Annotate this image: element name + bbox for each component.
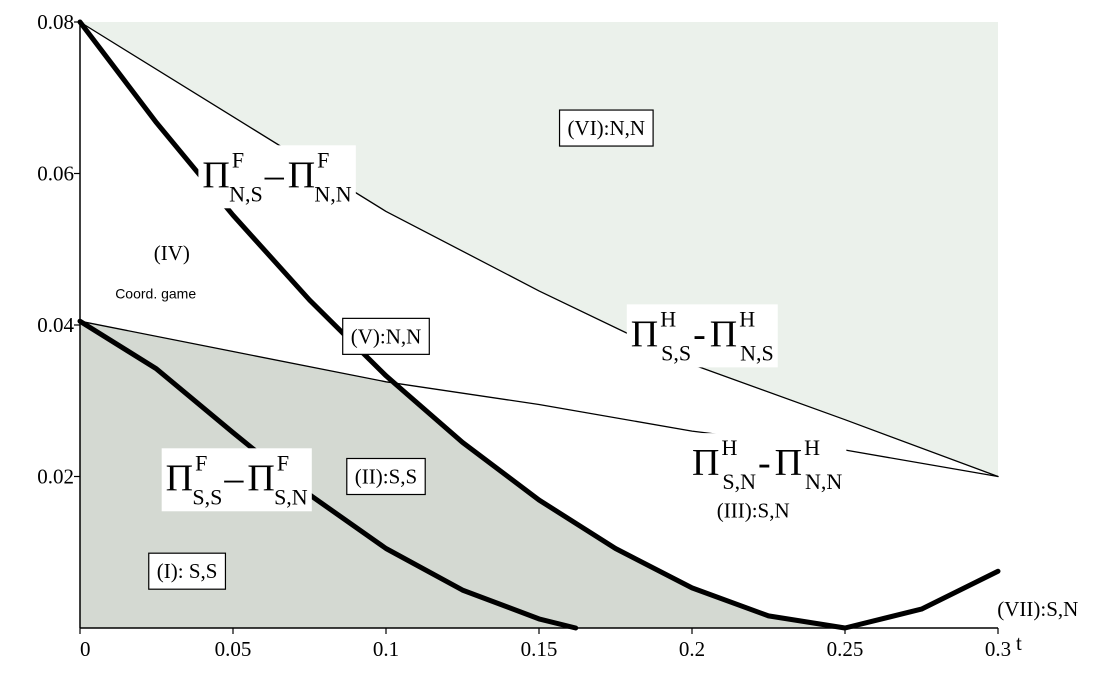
formula-subscript: S,S bbox=[661, 340, 691, 365]
region-label: (IV) bbox=[154, 241, 190, 265]
region-label: (VI):N,N bbox=[558, 109, 654, 147]
region-label-text: (VII):S,N bbox=[997, 597, 1078, 621]
formula-operator: - bbox=[758, 442, 771, 484]
formula-subscript: N,N bbox=[805, 469, 842, 494]
formula-pi: Π bbox=[288, 154, 315, 196]
region-label: (III):S,N bbox=[717, 499, 790, 523]
formula-superscript: H bbox=[721, 435, 737, 460]
formula-superscript: H bbox=[804, 435, 820, 460]
x-tick-label: 0.2 bbox=[679, 637, 705, 661]
region-label-box bbox=[148, 552, 227, 590]
formula-operator: – bbox=[264, 154, 285, 196]
labels: (I): S,S (II):S,S (III):S,N (IV) (V):N,N (VI)… bbox=[115, 109, 1078, 621]
curve-formula: ΠH S,S- ΠH N,S bbox=[631, 306, 774, 365]
region-label-box bbox=[558, 109, 654, 147]
y-tick-label: 0.06 bbox=[37, 162, 74, 186]
x-tick-label: 0.15 bbox=[521, 637, 558, 661]
x-tick-label: 0.3 bbox=[985, 637, 1011, 661]
formula-pi: Π bbox=[631, 313, 658, 355]
curve-formula-label: ΠH S,S- ΠH N,S bbox=[626, 304, 778, 368]
formula-superscript: F bbox=[277, 450, 289, 475]
formula-pi: Π bbox=[710, 313, 737, 355]
region-label-text: (IV) bbox=[154, 241, 190, 265]
region-label-box bbox=[342, 317, 430, 355]
formula-superscript: H bbox=[739, 306, 755, 331]
curve-formula-bg bbox=[626, 304, 778, 368]
x-axis-label: t bbox=[1016, 631, 1022, 655]
formula-superscript: H bbox=[660, 306, 676, 331]
formula-subscript: S,S bbox=[192, 484, 222, 509]
annotation-coord-game: Coord. game bbox=[115, 285, 196, 301]
curve-formula-label: ΠF N,S– ΠF N,N bbox=[198, 145, 356, 209]
region-label-text: (I): S,S bbox=[157, 559, 218, 583]
formula-superscript: F bbox=[232, 147, 244, 172]
formula-pi: Π bbox=[202, 154, 229, 196]
x-tick-label: 0.05 bbox=[215, 637, 252, 661]
region-label: (VII):S,N bbox=[997, 597, 1078, 621]
formula-superscript: F bbox=[195, 450, 207, 475]
region-label-text: (V):N,N bbox=[351, 324, 422, 348]
formula-subscript: N,N bbox=[314, 181, 351, 206]
y-tick-label: 0.04 bbox=[37, 313, 74, 337]
curve-formula: ΠF S,S– ΠF S,N bbox=[166, 450, 308, 509]
curve-h-ss-minus-h-ns bbox=[79, 21, 999, 478]
formula-operator: – bbox=[223, 457, 244, 499]
y-tick-label: 0.02 bbox=[37, 465, 74, 489]
formula-pi: Π bbox=[247, 457, 274, 499]
curve-f-ss-minus-f-sn bbox=[77, 318, 579, 631]
formula-superscript: F bbox=[317, 147, 329, 172]
formula-subscript: N,S bbox=[229, 181, 263, 206]
curve-formula-label: ΠF S,S– ΠF S,N bbox=[161, 448, 312, 512]
curve-formula-label: ΠH S,N- ΠH N,N bbox=[688, 433, 847, 497]
curve-formula: ΠH S,N- ΠH N,N bbox=[692, 435, 842, 494]
region-label: (II):S,S bbox=[346, 457, 426, 496]
region-label: (V):N,N bbox=[342, 317, 430, 355]
formula-pi: Π bbox=[775, 442, 802, 484]
y-tick-label: 0.08 bbox=[37, 10, 74, 34]
region-label-text: (III):S,N bbox=[717, 499, 790, 523]
formula-subscript: S,N bbox=[722, 469, 756, 494]
region-label-box bbox=[346, 457, 426, 496]
formula-subscript: N,S bbox=[740, 340, 774, 365]
x-tick-label: 0.1 bbox=[373, 637, 399, 661]
curve-formula: ΠF N,S– ΠF N,N bbox=[202, 147, 351, 206]
formula-pi: Π bbox=[166, 457, 193, 499]
formula-subscript: S,N bbox=[274, 484, 308, 509]
region-label-text: (VI):N,N bbox=[568, 116, 646, 140]
curve-formula-bg bbox=[198, 145, 356, 209]
x-tick-label: 0.25 bbox=[827, 637, 864, 661]
curve-formula-bg bbox=[688, 433, 847, 497]
formula-operator: - bbox=[693, 313, 706, 355]
region-label: (I): S,S bbox=[148, 552, 227, 590]
region-label-text: (II):S,S bbox=[355, 465, 417, 489]
x-tick-label: 0 bbox=[80, 637, 91, 661]
curve-formula-bg bbox=[161, 448, 312, 512]
formula-pi: Π bbox=[692, 442, 719, 484]
axes: 0 0.05 0.1 0.15 0.2 0.25 0.3 0.02 0.04 0.06 0.08 t bbox=[37, 10, 1022, 661]
shaded-region-dark bbox=[80, 321, 845, 628]
shaded-regions bbox=[80, 22, 998, 628]
